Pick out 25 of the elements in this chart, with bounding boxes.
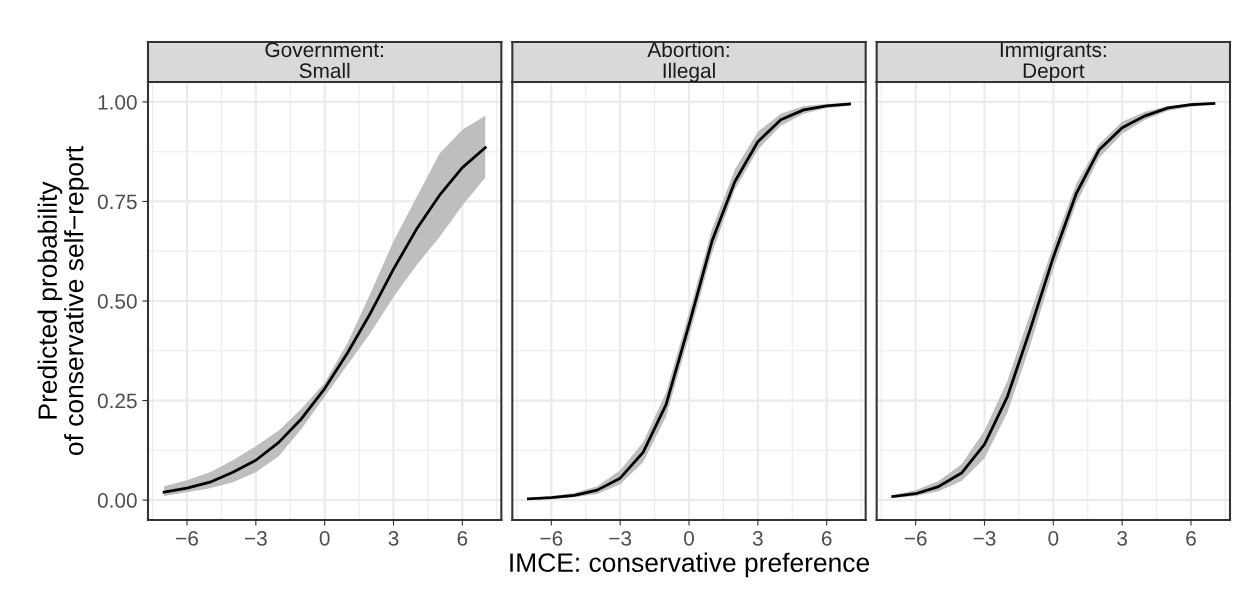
x-tick-label: 6 [457, 530, 468, 546]
x-tick-label: −3 [244, 530, 267, 546]
chart-title: Government: Small [265, 42, 383, 79]
x-tick-label: 6 [821, 530, 832, 546]
x-tick-label: −3 [973, 530, 996, 546]
y-tick-label: 0.00 [97, 493, 137, 508]
y-axis-title: Predicted probability of conservative self−report [37, 146, 89, 455]
x-tick-label: 3 [752, 530, 763, 546]
x-tick-label: 3 [1117, 530, 1128, 546]
y-tick-label: 0.50 [97, 294, 137, 309]
y-tick-label: 0.25 [97, 393, 137, 409]
x-tick-label: 6 [1186, 530, 1196, 546]
x-tick-label: −6 [904, 530, 927, 546]
x-tick-label: −6 [176, 530, 198, 546]
chart-title: Immigrants: Deport [1000, 41, 1106, 83]
x-tick-label: 0 [319, 530, 330, 546]
chart-title: Abortion: Illegal [647, 41, 729, 83]
x-axis-title: IMCE: conservative preference [510, 552, 869, 578]
x-tick-label: 0 [1048, 530, 1059, 546]
x-tick-label: 3 [388, 530, 399, 546]
x-tick-label: 0 [684, 530, 694, 546]
x-tick-label: −3 [609, 530, 632, 546]
y-tick-label: 1.00 [98, 94, 137, 110]
y-tick-label: 0.75 [97, 194, 137, 210]
x-tick-label: −6 [540, 530, 563, 546]
